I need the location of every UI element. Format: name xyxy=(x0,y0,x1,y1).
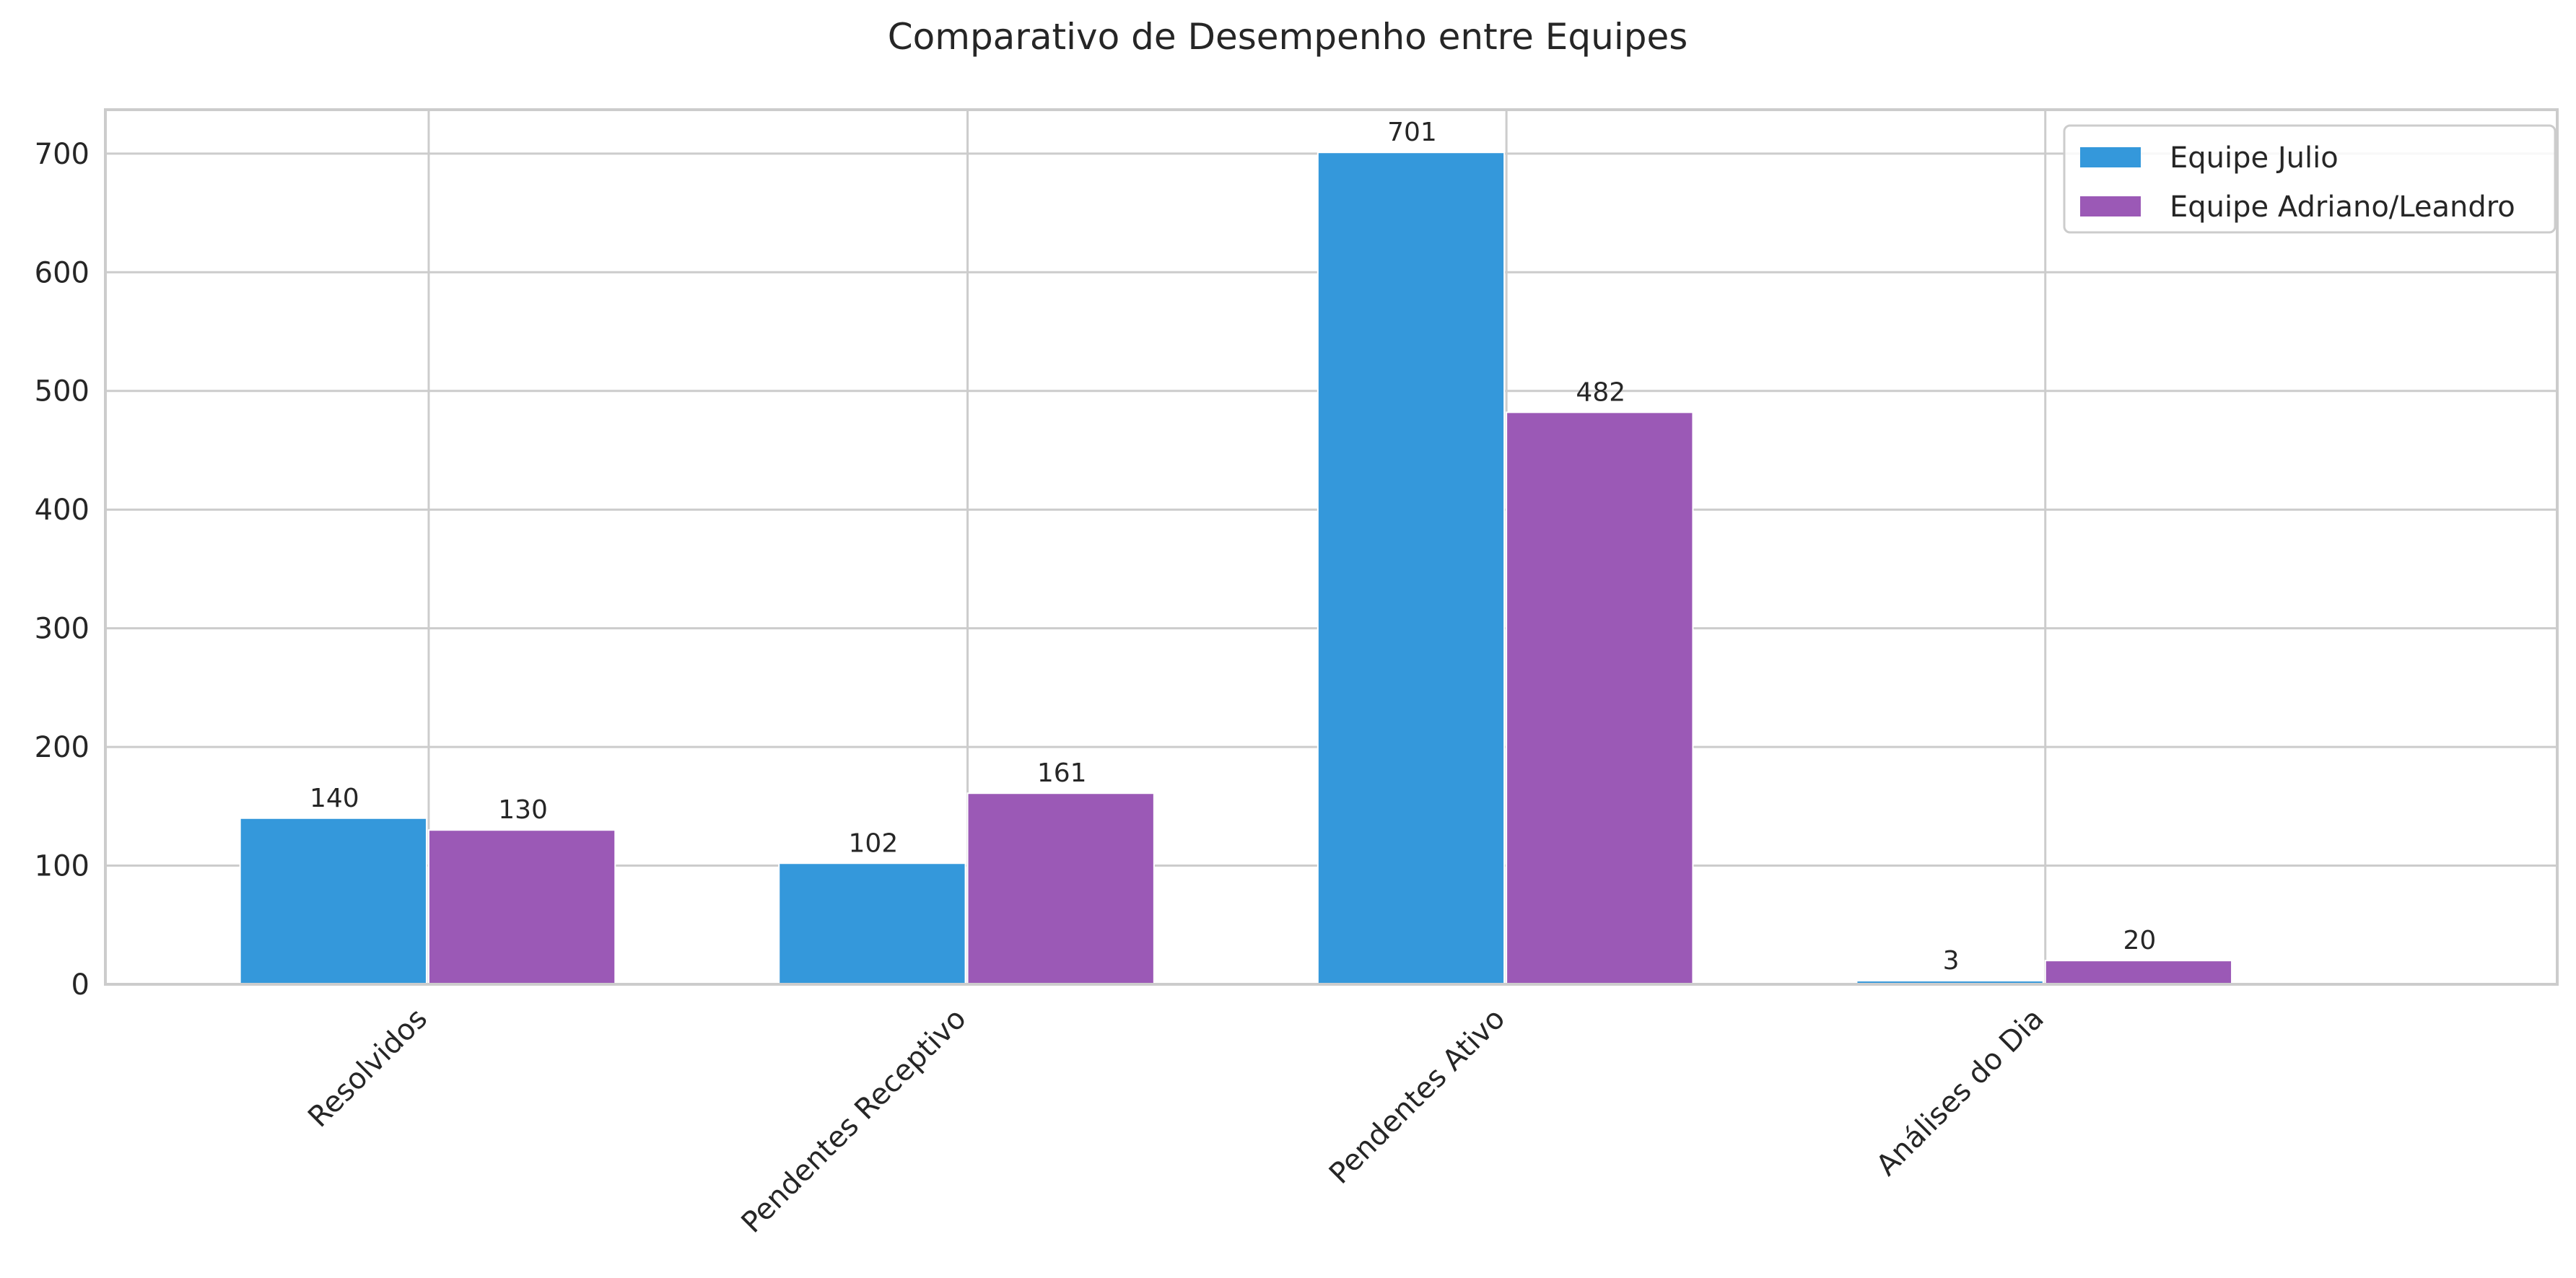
plot-frame xyxy=(104,108,2559,986)
legend-swatch xyxy=(2080,196,2141,216)
bar-value-label: 130 xyxy=(498,795,548,825)
bar-value-labels: 140 102 701 3 130 161 482 20 xyxy=(310,118,2156,976)
legend-entry[interactable]: Equipe Julio xyxy=(2170,141,2339,175)
legend-box xyxy=(2063,124,2557,234)
y-tick-label: 200 xyxy=(35,731,89,764)
bars xyxy=(239,152,2233,986)
y-tick-label: 600 xyxy=(35,256,89,289)
bar-equipe-julio-2 xyxy=(1317,152,1506,986)
legend[interactable]: Equipe Julio Equipe Adriano/Leandro xyxy=(2063,124,2557,234)
y-tick-label: 400 xyxy=(35,494,89,527)
bar-equipe-adriano-leandro-1 xyxy=(966,792,1155,985)
bar-equipe-adriano-leandro-2 xyxy=(1506,411,1694,985)
y-tick-label: 100 xyxy=(35,850,89,883)
bar-value-label: 3 xyxy=(1943,946,1960,976)
x-tick-label: Análises do Dia xyxy=(1870,1002,2051,1183)
chart-title: Comparativo de Desempenho entre Equipes xyxy=(888,16,1688,58)
bar-value-label: 102 xyxy=(849,828,899,858)
bar-equipe-julio-1 xyxy=(778,862,966,985)
x-tick-label: Pendentes Ativo xyxy=(1323,1002,1511,1191)
bar-value-label: 20 xyxy=(2123,926,2156,955)
bar-equipe-adriano-leandro-3 xyxy=(2044,960,2233,985)
bar-value-label: 482 xyxy=(1576,377,1625,407)
bar-value-label: 161 xyxy=(1037,758,1087,788)
bar-equipe-julio-0 xyxy=(239,817,427,985)
x-tick-label: Pendentes Receptivo xyxy=(735,1002,973,1240)
legend-swatch xyxy=(2080,147,2141,167)
x-axis-ticks: Resolvidos Pendentes Receptivo Pendentes A… xyxy=(302,1002,2051,1240)
y-tick-label: 700 xyxy=(35,138,89,171)
y-tick-label: 0 xyxy=(71,968,89,1002)
x-tick-label: Resolvidos xyxy=(302,1002,434,1134)
y-axis-ticks: 0 100 200 300 400 500 600 700 xyxy=(35,138,89,1002)
y-tick-label: 500 xyxy=(35,375,89,408)
y-tick-label: 300 xyxy=(35,613,89,646)
bar-value-label: 140 xyxy=(310,784,359,813)
bar-equipe-adriano-leandro-0 xyxy=(427,829,616,985)
bar-value-label: 701 xyxy=(1387,118,1437,147)
legend-entry[interactable]: Equipe Adriano/Leandro xyxy=(2170,191,2515,224)
